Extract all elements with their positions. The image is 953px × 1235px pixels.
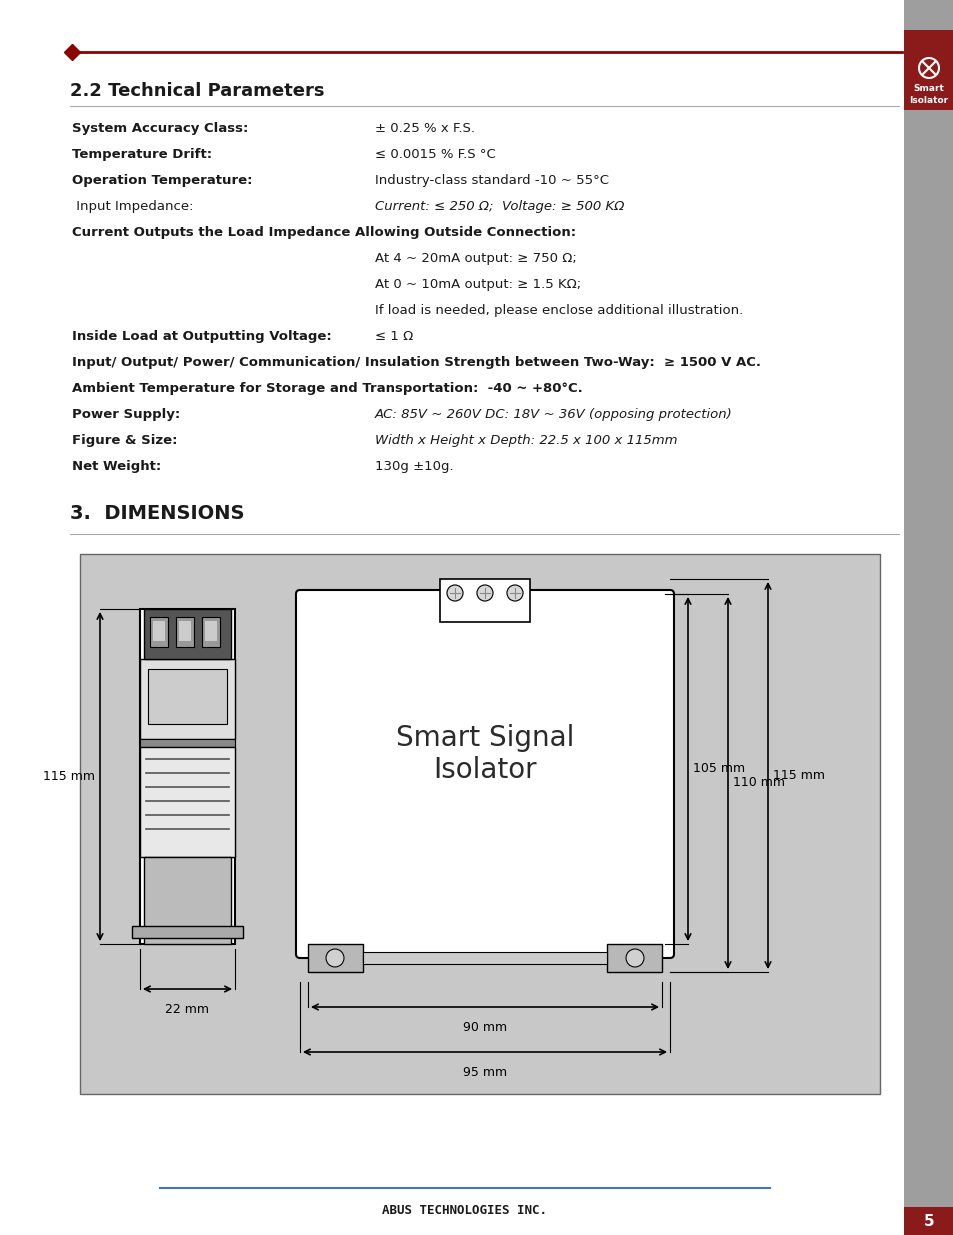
Bar xyxy=(903,1207,953,1235)
Bar xyxy=(132,926,243,939)
Bar xyxy=(144,857,231,944)
Text: Isolator: Isolator xyxy=(908,96,947,105)
Bar xyxy=(439,579,530,622)
Bar xyxy=(80,555,879,1094)
Text: AC: 85V ~ 260V DC: 18V ~ 36V (opposing protection): AC: 85V ~ 260V DC: 18V ~ 36V (opposing p… xyxy=(375,408,732,421)
Text: ± 0.25 % x F.S.: ± 0.25 % x F.S. xyxy=(375,122,475,135)
Text: Power Supply:: Power Supply: xyxy=(71,408,180,421)
Text: 22 mm: 22 mm xyxy=(165,1003,210,1016)
Text: Current Outputs the Load Impedance Allowing Outside Connection:: Current Outputs the Load Impedance Allow… xyxy=(71,226,576,240)
Text: Figure & Size:: Figure & Size: xyxy=(71,433,177,447)
Circle shape xyxy=(476,585,493,601)
Circle shape xyxy=(447,585,462,601)
Text: 2.2 Technical Parameters: 2.2 Technical Parameters xyxy=(70,82,324,100)
Text: 110 mm: 110 mm xyxy=(732,777,784,789)
Bar xyxy=(363,952,606,965)
Text: 3.  DIMENSIONS: 3. DIMENSIONS xyxy=(70,504,244,522)
Text: If load is needed, please enclose additional illustration.: If load is needed, please enclose additi… xyxy=(375,304,742,317)
Bar xyxy=(202,618,220,647)
Text: At 0 ~ 10mA output: ≥ 1.5 KΩ;: At 0 ~ 10mA output: ≥ 1.5 KΩ; xyxy=(375,278,580,291)
Circle shape xyxy=(625,948,643,967)
Bar xyxy=(140,747,234,857)
Circle shape xyxy=(506,585,522,601)
Text: 115 mm: 115 mm xyxy=(43,769,95,783)
Text: Smart Signal: Smart Signal xyxy=(395,724,574,752)
Text: Input Impedance:: Input Impedance: xyxy=(71,200,193,212)
Bar xyxy=(144,609,231,659)
Text: Operation Temperature:: Operation Temperature: xyxy=(71,174,253,186)
Text: Current: ≤ 250 Ω;  Voltage: ≥ 500 KΩ: Current: ≤ 250 Ω; Voltage: ≥ 500 KΩ xyxy=(375,200,623,212)
Text: Isolator: Isolator xyxy=(433,756,537,784)
Text: Temperature Drift:: Temperature Drift: xyxy=(71,148,212,161)
Text: 105 mm: 105 mm xyxy=(692,762,744,776)
Bar xyxy=(205,621,216,641)
Text: ≤ 0.0015 % F.S °C: ≤ 0.0015 % F.S °C xyxy=(375,148,496,161)
Text: 130g ±10g.: 130g ±10g. xyxy=(375,459,453,473)
Bar xyxy=(606,944,661,972)
Bar xyxy=(179,621,191,641)
Bar xyxy=(140,609,234,944)
Text: Width x Height x Depth: 22.5 x 100 x 115mm: Width x Height x Depth: 22.5 x 100 x 115… xyxy=(375,433,677,447)
Bar xyxy=(175,618,193,647)
Bar xyxy=(140,659,234,739)
Text: System Accuracy Class:: System Accuracy Class: xyxy=(71,122,248,135)
Text: Ambient Temperature for Storage and Transportation:  -40 ~ +80°C.: Ambient Temperature for Storage and Tran… xyxy=(71,382,582,395)
Bar xyxy=(152,621,165,641)
Text: 5: 5 xyxy=(923,1214,933,1229)
Bar xyxy=(148,669,227,724)
Bar xyxy=(903,0,953,1235)
Text: Industry-class standard -10 ~ 55°C: Industry-class standard -10 ~ 55°C xyxy=(375,174,608,186)
Circle shape xyxy=(326,948,344,967)
Text: ≤ 1 Ω: ≤ 1 Ω xyxy=(375,330,413,343)
FancyBboxPatch shape xyxy=(295,590,673,958)
Text: 90 mm: 90 mm xyxy=(462,1021,507,1034)
Bar xyxy=(308,944,363,972)
Text: Smart: Smart xyxy=(913,84,943,93)
Bar xyxy=(150,618,168,647)
Text: ABUS TECHNOLOGIES INC.: ABUS TECHNOLOGIES INC. xyxy=(382,1204,547,1216)
Text: At 4 ~ 20mA output: ≥ 750 Ω;: At 4 ~ 20mA output: ≥ 750 Ω; xyxy=(375,252,577,266)
Text: Input/ Output/ Power/ Communication/ Insulation Strength between Two-Way:  ≥ 150: Input/ Output/ Power/ Communication/ Ins… xyxy=(71,356,760,369)
Bar xyxy=(140,739,234,747)
Bar xyxy=(903,30,953,110)
Text: Net Weight:: Net Weight: xyxy=(71,459,161,473)
Text: 95 mm: 95 mm xyxy=(462,1066,507,1079)
Text: Inside Load at Outputting Voltage:: Inside Load at Outputting Voltage: xyxy=(71,330,332,343)
Text: 115 mm: 115 mm xyxy=(772,769,824,782)
